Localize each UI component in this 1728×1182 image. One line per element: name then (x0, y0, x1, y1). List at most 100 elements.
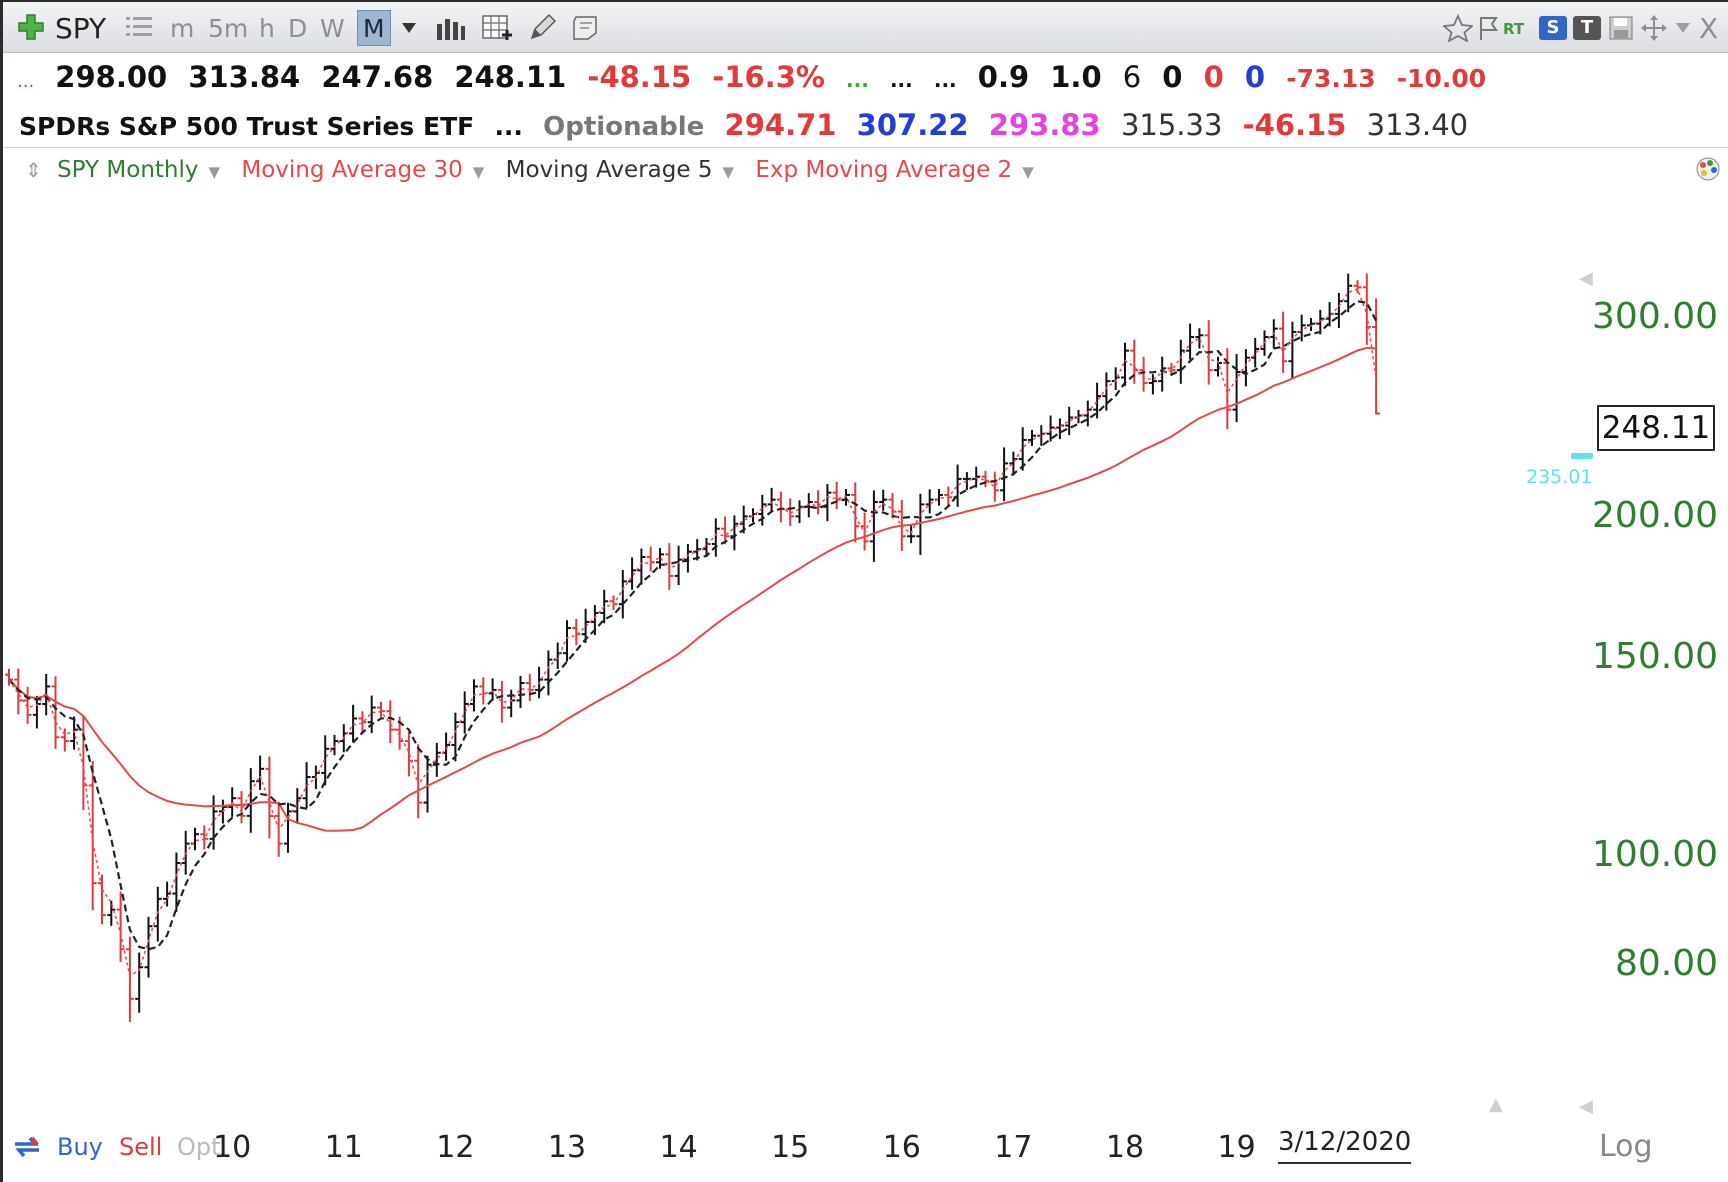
ohlc-bar (1316, 309, 1325, 335)
s-badge[interactable]: S (1539, 16, 1567, 40)
ohlc-bar (349, 704, 358, 743)
info-dots: ... (494, 112, 523, 141)
chevron-down-icon[interactable] (401, 22, 417, 34)
info-price-3: 293.83 (988, 108, 1101, 142)
star-icon[interactable] (1443, 14, 1473, 42)
price-chart[interactable] (3, 190, 1723, 1120)
ohlc-bar (1139, 356, 1148, 392)
move-icon[interactable] (1640, 14, 1668, 42)
x-tick-label: 10 (213, 1130, 252, 1165)
close-button[interactable]: X (1699, 12, 1719, 45)
ohlc-bar (1186, 323, 1195, 360)
ohlc-bar (125, 936, 134, 1022)
rt-badge[interactable]: RT (1503, 20, 1525, 38)
ohlc-bar (711, 518, 720, 557)
log-scale-toggle[interactable]: Log (1599, 1129, 1653, 1164)
ohlc-bar (609, 595, 618, 610)
info-price-5: -46.15 (1242, 108, 1347, 142)
ohlc-bar (1195, 328, 1204, 349)
ohlc-bar (721, 516, 730, 545)
chevron-down-icon[interactable]: ▼ (1022, 163, 1034, 181)
x-tick-label: 16 (882, 1130, 921, 1165)
legend-ma5[interactable]: Moving Average 5 (505, 157, 713, 183)
ohlc-bar (1028, 429, 1036, 446)
alert-marker[interactable] (1571, 453, 1593, 459)
scroll-up-arrow-icon[interactable]: ▲ (1489, 1094, 1503, 1115)
sell-button[interactable]: Sell (119, 1133, 163, 1161)
quote-green-dots: ... (846, 68, 869, 92)
timeframe-m-monthly-active[interactable]: M (357, 10, 391, 46)
ohlc-bar (925, 489, 934, 514)
quote-value-4: 0 (1162, 60, 1183, 94)
chevron-down-icon[interactable] (1675, 22, 1691, 34)
timeframe-5m[interactable]: 5m (208, 14, 249, 43)
ohlc-bar (879, 489, 888, 511)
grid-plus-icon[interactable] (482, 13, 514, 43)
legend-symbol[interactable]: SPY Monthly (57, 157, 199, 183)
ohlc-bar (628, 557, 637, 590)
ohlc-bar (1111, 367, 1120, 391)
ohlc-bar (962, 472, 971, 490)
ohlc-bar (972, 466, 981, 488)
quote-value-1: 0.9 (977, 60, 1030, 94)
last-date-label: 3/12/2020 (1278, 1122, 1412, 1164)
t-badge[interactable]: T (1573, 16, 1601, 40)
ohlc-bar (832, 481, 841, 510)
ohlc-bar (758, 494, 767, 526)
ohlc-bar (553, 642, 562, 670)
legend-ema2[interactable]: Exp Moving Average 2 (755, 157, 1013, 183)
ohlc-bar (618, 569, 627, 619)
ohlc-bar (1130, 339, 1139, 384)
quote-value-8: -10.00 (1396, 64, 1487, 93)
ohlc-bar (358, 711, 367, 735)
flag-icon[interactable] (1479, 15, 1499, 41)
quote-lead: ... (17, 71, 35, 92)
x-tick-label: 11 (324, 1130, 363, 1165)
ohlc-bar (460, 691, 469, 734)
ohlc-bar (1158, 356, 1167, 392)
quote-open: 298.00 (55, 60, 168, 94)
indicator-legend: ⇕ SPY Monthly ▼ Moving Average 30 ▼ Moving… (25, 152, 1048, 188)
ohlc-bar (1121, 342, 1129, 387)
header-divider (3, 147, 1728, 148)
legend-ma30[interactable]: Moving Average 30 (241, 157, 463, 183)
pencil-icon[interactable] (528, 12, 556, 42)
quote-value-5: 0 (1203, 60, 1224, 94)
ohlc-bar (674, 545, 683, 586)
optionable-label: Optionable (543, 112, 705, 142)
timeframe-m[interactable]: m (170, 14, 195, 43)
list-icon[interactable] (126, 15, 152, 39)
ohlc-bar (516, 675, 525, 708)
ohlc-bar (237, 791, 246, 824)
buy-button[interactable]: Buy (57, 1133, 103, 1161)
timeframe-h[interactable]: h (259, 14, 275, 43)
palette-icon[interactable] (1695, 156, 1721, 182)
ohlc-bar (256, 755, 265, 790)
ohlc-bar (525, 673, 534, 701)
refresh-icon[interactable] (11, 1134, 43, 1160)
opt-button[interactable]: Opt (177, 1133, 221, 1161)
chevron-down-icon[interactable]: ▼ (208, 163, 221, 181)
ohlc-bar (377, 701, 385, 718)
ohlc-bar (1251, 337, 1260, 368)
ohlc-bar (330, 734, 339, 756)
layout-icon[interactable] (570, 13, 600, 41)
scroll-left-arrow-icon[interactable]: ◀ (1579, 1096, 1593, 1117)
quote-value-3: 6 (1122, 60, 1142, 94)
bar-chart-icon[interactable] (436, 16, 466, 40)
chevron-down-icon[interactable]: ▼ (722, 163, 735, 181)
scroll-left-arrow-icon[interactable]: ◀ (1579, 268, 1593, 289)
ohlc-bar (432, 742, 441, 777)
timeframe-w[interactable]: W (320, 14, 345, 43)
symbol-label[interactable]: SPY (55, 12, 107, 45)
save-icon[interactable] (1609, 16, 1633, 40)
ohlc-bar (1046, 415, 1055, 442)
sort-icon[interactable]: ⇕ (25, 158, 42, 182)
timeframe-d[interactable]: D (288, 14, 308, 43)
ohlc-bar (423, 755, 432, 813)
add-icon[interactable] (17, 13, 45, 41)
ohlc-bar (1065, 406, 1074, 436)
chevron-down-icon[interactable]: ▼ (472, 163, 485, 181)
ohlc-bar (683, 543, 692, 573)
